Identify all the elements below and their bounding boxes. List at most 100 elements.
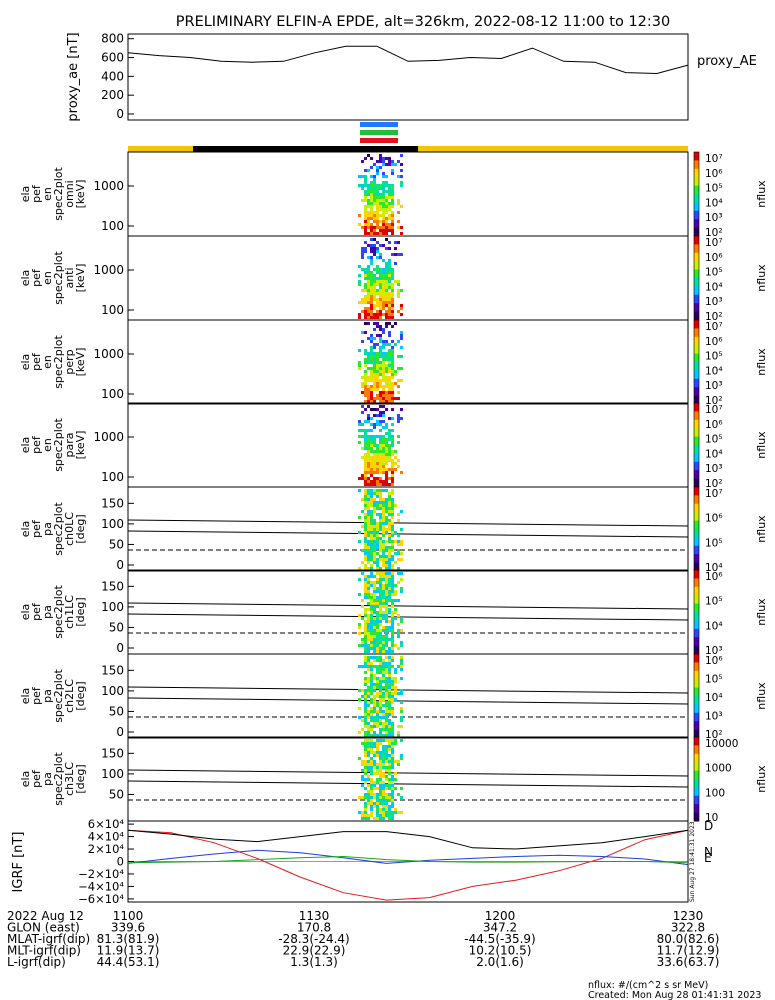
spectrogram-pixel: [382, 534, 385, 537]
spectrogram-pixel: [370, 190, 373, 193]
colorbar-segment: [694, 704, 699, 707]
spectrogram-pixel: [379, 629, 382, 632]
spectrogram-pixel: [394, 742, 397, 745]
spectrogram-pixel: [367, 420, 370, 423]
spectrogram-pixel: [382, 220, 385, 223]
colorbar-segment: [694, 372, 699, 376]
spectrogram-pixel: [385, 578, 388, 581]
spectrogram-pixel: [358, 578, 361, 581]
colorbar-segment: [694, 812, 699, 816]
spectrogram-pixel: [382, 465, 385, 468]
spectrogram-pixel: [385, 644, 388, 647]
spectrogram-pixel: [370, 575, 373, 578]
spectrogram-pixel: [376, 459, 379, 462]
spectrogram-pixel: [367, 310, 370, 313]
spectrogram-pixel: [391, 307, 394, 310]
spectrogram-pixel: [376, 716, 379, 719]
spectrogram-pixel: [367, 513, 370, 516]
spectrogram-pixel: [364, 534, 367, 537]
spectrogram-pixel: [385, 555, 388, 558]
footer-value: 81.3(81.9): [97, 932, 160, 946]
colorbar-segment: [694, 480, 699, 484]
spectrogram-pixel: [397, 614, 400, 617]
footer-value: 170.8: [297, 921, 331, 935]
spectrogram-pixel: [379, 549, 382, 552]
igrf-e-line: [127, 855, 689, 864]
spectrogram-pixel: [376, 587, 379, 590]
spectrogram-pixel: [397, 280, 400, 283]
spectrogram-pixel: [379, 364, 382, 367]
spectrogram-pixel: [364, 408, 367, 411]
colorbar-segment: [694, 683, 699, 686]
spectrogram-pixel: [382, 793, 385, 796]
spectrogram-pixel: [376, 166, 379, 169]
spectrogram-pixel: [400, 552, 403, 555]
colorbar-segment: [694, 762, 699, 765]
spectrogram-pixel: [379, 581, 382, 584]
spectrogram-pixel: [385, 358, 388, 361]
spectrogram-pixel: [385, 734, 388, 737]
spectrogram-pixel: [370, 692, 373, 695]
colorbar-segment: [694, 478, 699, 482]
spectrogram-pixel: [388, 769, 391, 772]
spectrogram-pixel: [388, 766, 391, 769]
spectrogram-pixel: [391, 370, 394, 373]
spectrogram-pixel: [373, 268, 376, 271]
spectrogram-pixel: [400, 471, 403, 474]
spectrogram-pixel: [397, 599, 400, 602]
spectrogram-pixel: [382, 388, 385, 391]
colorbar-segment: [694, 409, 699, 412]
colorbar-tick-label: 10⁵: [705, 674, 723, 686]
colorbar-segment: [694, 332, 699, 336]
spectrogram-pixel: [370, 495, 373, 498]
spectrogram-pixel: [385, 217, 388, 220]
colorbar-segment: [694, 618, 699, 621]
spectrogram-pixel: [376, 501, 379, 504]
colorbar-tick-label: 10⁷: [705, 237, 723, 249]
colorbar-tick-label: 10⁷: [705, 404, 723, 416]
loss-cone-line: [127, 613, 689, 621]
spectrogram-pixel: [367, 462, 370, 465]
spectrogram-pixel: [388, 584, 391, 587]
spectrogram-pixel: [370, 211, 373, 214]
spectrogram-pixel: [385, 298, 388, 301]
spectrogram-pixel: [376, 534, 379, 537]
spectrogram-pixel: [373, 376, 376, 379]
spectrogram-pixel: [382, 277, 385, 280]
spectrogram-pixel: [364, 175, 367, 178]
spectrogram-pixel: [364, 352, 367, 355]
ae-tick-label: 800: [101, 32, 124, 46]
spectrogram-pixel: [370, 534, 373, 537]
spectrogram-pixel: [391, 584, 394, 587]
spectrogram-pixel: [388, 262, 391, 265]
colorbar-segment: [694, 236, 699, 239]
spectrogram-pixel: [400, 629, 403, 632]
spectrogram-pixel: [358, 313, 361, 316]
colorbar-segment: [694, 208, 699, 212]
spectrogram-pixel: [379, 346, 382, 349]
colorbar-segment: [694, 614, 699, 617]
spectrogram-pixel: [358, 716, 361, 719]
colorbar-segment: [694, 739, 699, 742]
spectrogram-pixel: [379, 731, 382, 734]
spectrogram-pixel: [373, 283, 376, 286]
ae-frame: [127, 33, 689, 121]
spectrogram-pixel: [388, 388, 391, 391]
colorbar-segment: [694, 240, 699, 243]
spectrogram-pixel: [388, 731, 391, 734]
colorbar-segment: [694, 693, 699, 697]
spectrogram-pixel: [385, 432, 388, 435]
spectrogram-pixel: [394, 689, 397, 692]
sunlit-bar: [418, 146, 688, 152]
footer-value: 1100: [113, 909, 144, 923]
loss-cone-line: [127, 697, 689, 705]
spectrogram-pixel: [364, 462, 367, 465]
spectrogram-pixel: [370, 462, 373, 465]
spectrogram-pixel: [391, 483, 394, 486]
spectrogram-pixel: [370, 232, 373, 235]
spectrogram-pixel: [367, 400, 370, 403]
spectrogram-pixel: [370, 617, 373, 620]
colorbar-tick-label: 10³: [705, 380, 723, 392]
spectrogram-pixel: [367, 256, 370, 259]
colorbar-segment: [694, 624, 699, 628]
